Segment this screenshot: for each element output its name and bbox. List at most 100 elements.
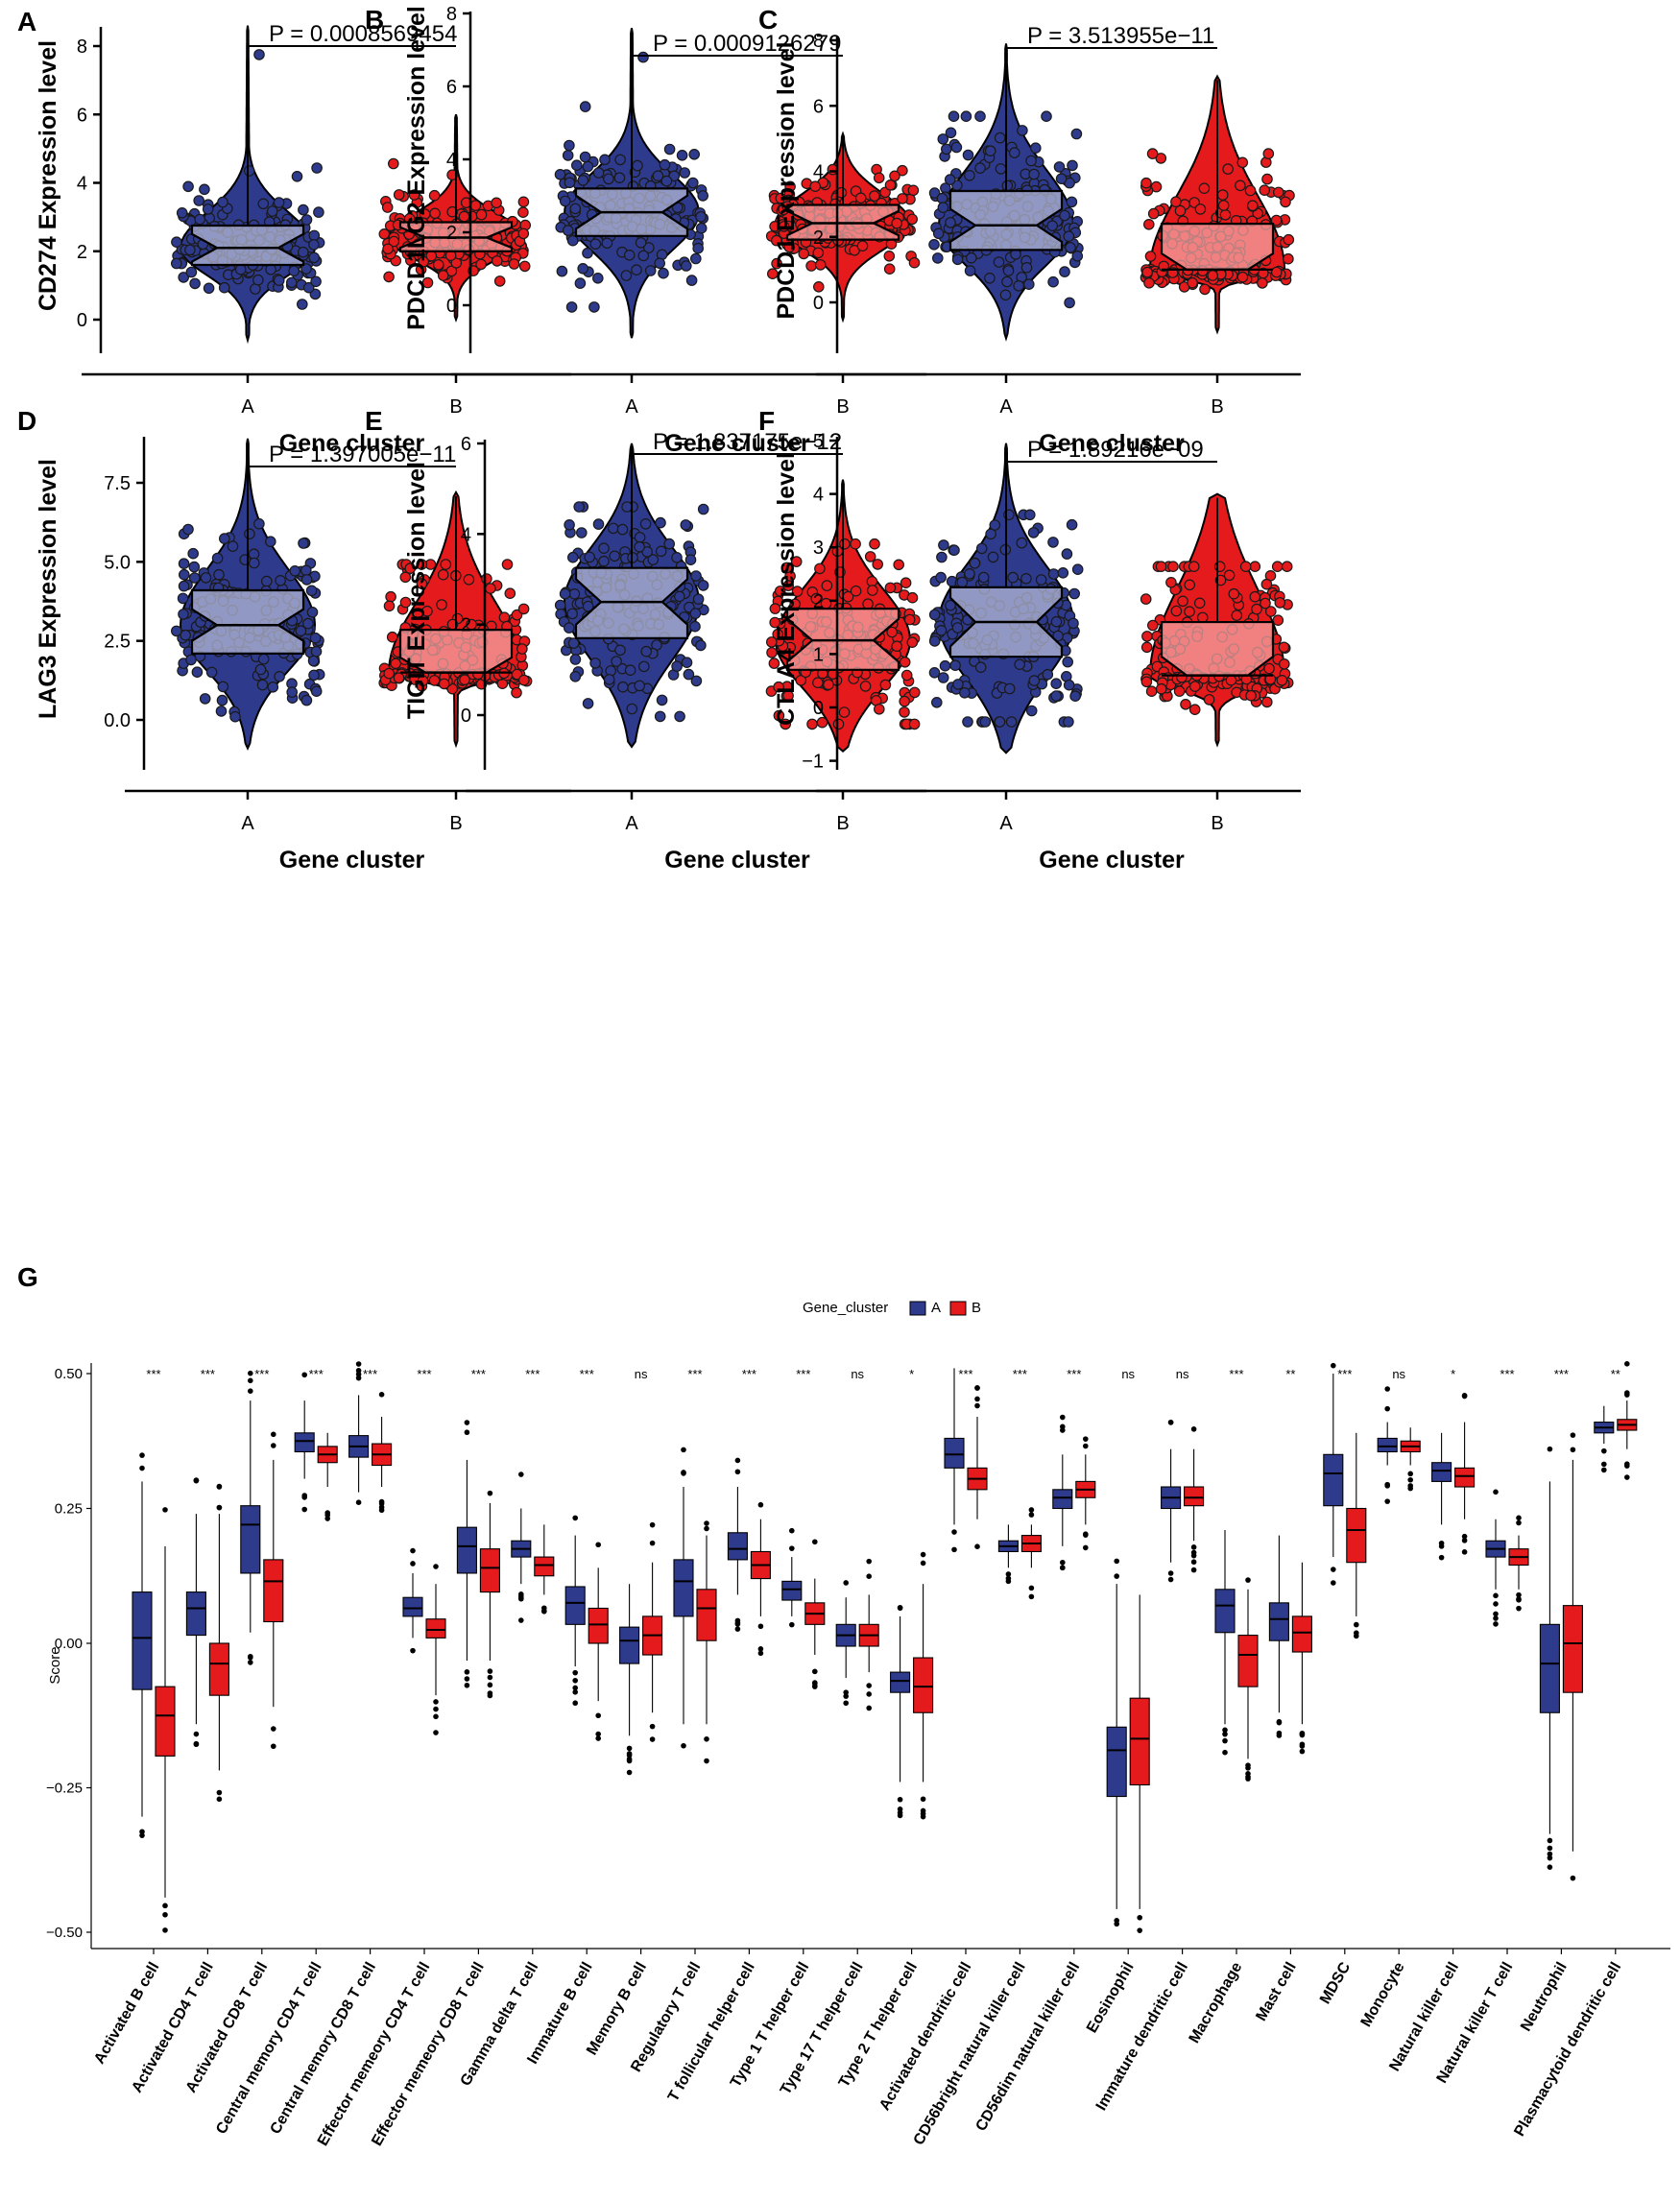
outlier-point <box>1493 1615 1499 1621</box>
x-axis-label: Gene cluster <box>279 847 425 873</box>
outlier-point <box>324 1510 331 1516</box>
data-point <box>637 660 650 673</box>
data-point <box>1231 610 1243 621</box>
y-tick-label: 2 <box>461 615 471 636</box>
data-point <box>256 679 269 691</box>
outlier-point <box>1083 1544 1089 1551</box>
x-tick-label: B <box>1211 396 1223 418</box>
outlier-point <box>1028 1593 1035 1600</box>
data-point <box>493 275 506 287</box>
data-point <box>937 133 949 145</box>
outlier-point <box>1516 1519 1522 1526</box>
outlier-point <box>248 1370 253 1376</box>
outlier-point <box>378 1392 385 1398</box>
outlier-point <box>433 1706 439 1712</box>
data-point <box>1276 674 1288 686</box>
data-point <box>617 681 629 693</box>
outlier-point <box>866 1683 872 1688</box>
data-point <box>613 172 626 183</box>
data-point <box>899 706 910 718</box>
box-B <box>913 1657 934 1713</box>
data-point <box>1007 571 1019 584</box>
outlier-point <box>355 1361 362 1367</box>
data-point <box>171 625 182 637</box>
data-point <box>900 669 913 682</box>
outlier-point <box>704 1735 709 1742</box>
outlier-point <box>1276 1719 1283 1726</box>
data-point <box>1245 689 1257 702</box>
outlier-point <box>1547 1446 1553 1452</box>
legend-swatch-B <box>949 1301 967 1316</box>
data-point <box>1257 277 1268 289</box>
outlier-point <box>1624 1463 1630 1469</box>
data-point <box>180 629 191 641</box>
data-point <box>562 150 574 161</box>
data-point <box>635 237 647 249</box>
data-point <box>1271 561 1284 572</box>
data-point <box>178 558 190 569</box>
panel-label: G <box>17 1262 38 1292</box>
outlier-point <box>866 1558 872 1565</box>
data-point <box>308 251 320 264</box>
data-point <box>652 170 664 181</box>
x-tick-label: A <box>999 396 1013 418</box>
data-point <box>869 190 880 202</box>
data-point <box>382 243 394 255</box>
data-point <box>428 675 441 686</box>
data-point <box>302 617 314 630</box>
x-axis-label: Gene cluster <box>664 847 810 873</box>
outlier-point <box>139 1465 145 1471</box>
data-point <box>940 143 952 156</box>
panel-D: D 0.0 2.5 5.0 7.5 LAG3 Expression level A B Gene… <box>17 406 571 873</box>
data-point <box>1066 518 1078 531</box>
data-point <box>273 197 285 208</box>
outlier-point <box>1354 1630 1359 1637</box>
outlier-point <box>139 1452 145 1458</box>
outlier-point <box>734 1617 741 1624</box>
data-point <box>1071 250 1084 262</box>
data-point <box>859 681 872 692</box>
data-point <box>582 247 593 259</box>
x-tick-label: A <box>625 813 638 834</box>
outlier-point <box>734 1457 741 1464</box>
data-point <box>1062 656 1073 668</box>
data-point <box>393 672 405 683</box>
outlier-point <box>974 1402 980 1409</box>
y-tick-label: 0.00 <box>55 1636 83 1652</box>
data-point <box>199 183 210 196</box>
outlier-point <box>789 1545 795 1551</box>
data-point <box>1189 681 1201 692</box>
data-point <box>1141 266 1153 278</box>
x-tick-label: Effector memeory CD8 T cell <box>369 1960 488 2149</box>
outlier-point <box>518 1595 524 1602</box>
outlier-point <box>487 1490 493 1496</box>
y-tick-label: 7.5 <box>104 473 131 494</box>
y-tick-label: 6 <box>813 96 824 117</box>
data-point <box>1047 275 1059 288</box>
data-point <box>383 600 396 612</box>
outlier-point <box>1331 1567 1336 1572</box>
legend-swatch-A <box>909 1301 926 1316</box>
data-point <box>289 564 300 577</box>
y-tick-label: 0.50 <box>55 1366 83 1382</box>
x-tick-label: Activated dendritic cell <box>876 1960 974 2114</box>
significance-label: *** <box>309 1367 324 1381</box>
outlier-point <box>1516 1591 1522 1598</box>
outlier-point <box>974 1396 980 1402</box>
data-point <box>1028 675 1041 686</box>
data-point <box>974 162 986 174</box>
data-point <box>1170 605 1183 617</box>
outlier-point <box>1601 1467 1607 1473</box>
data-point <box>501 559 514 570</box>
outlier-point <box>1060 1559 1066 1566</box>
data-point <box>928 666 941 679</box>
outlier-point <box>1601 1447 1607 1454</box>
outlier-point <box>1167 1570 1174 1576</box>
outlier-point <box>843 1693 849 1699</box>
data-point <box>187 547 199 560</box>
outlier-point <box>866 1705 872 1711</box>
data-point <box>928 609 941 621</box>
outlier-point <box>1384 1498 1390 1504</box>
outlier-point <box>248 1660 253 1665</box>
data-point <box>964 170 975 181</box>
